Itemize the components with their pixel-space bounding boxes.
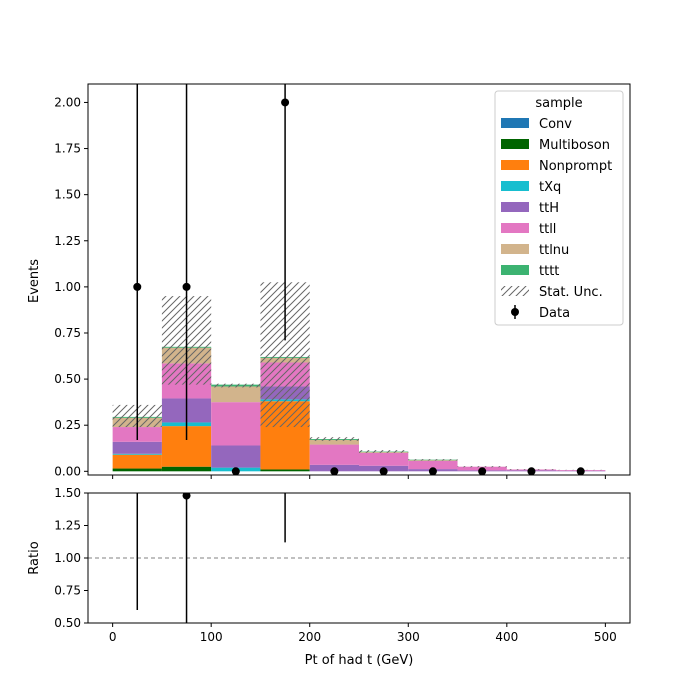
y-tick-label-6: 1.50 [54, 188, 81, 202]
y-tick-label-4: 1.00 [54, 280, 81, 294]
data-points [133, 84, 585, 475]
ratio-y-tick-label-2: 1.00 [54, 551, 81, 565]
legend-label-3: tXq [539, 180, 561, 195]
y-axis-label: Events [27, 259, 42, 303]
ratio-y-tick-label-4: 1.50 [54, 486, 81, 500]
y-tick-label-0: 0.00 [54, 464, 81, 478]
y-tick-label-1: 0.25 [54, 418, 81, 432]
legend-swatch-4 [501, 202, 529, 212]
data-point-1 [182, 282, 191, 291]
data-point-7 [478, 467, 487, 475]
bar-ttll-2 [211, 402, 261, 446]
data-point-2 [231, 467, 240, 475]
data-point-8 [527, 467, 536, 475]
x-axis-label: Pt of had t (GeV) [305, 653, 414, 668]
x-tick-label-3: 300 [397, 630, 420, 644]
ratio-y-tick-label-3: 1.25 [54, 519, 81, 533]
legend-title: sample [535, 96, 582, 111]
ratio-frame [87, 492, 631, 624]
ratio-point-1 [182, 493, 191, 500]
legend-label-7: tttt [539, 264, 559, 279]
x-tick-label-0: 0 [109, 630, 117, 644]
stat-unc-band-6 [408, 459, 458, 461]
bar-ttll-5 [359, 452, 409, 466]
legend-label-5: ttll [539, 222, 556, 237]
legend-swatch-7 [501, 265, 529, 275]
y-tick-label-2: 0.50 [54, 372, 81, 386]
legend-swatch-6 [501, 244, 529, 254]
ratio-plot-area: 0.50 0.75 1.00 1.25 1.50 0 100 200 300 400 500 [54, 486, 631, 644]
legend: sample Conv Multiboson Nonprompt tXq ttH ttll t… [494, 90, 624, 326]
legend-label-0: Conv [539, 117, 572, 132]
bar-nonprompt-0 [112, 454, 162, 469]
legend-swatch-2 [501, 160, 529, 170]
legend-swatch-5 [501, 223, 529, 233]
ratio-y-tick-label-1: 0.75 [54, 584, 81, 598]
bar-tth-2 [211, 445, 261, 468]
data-point-3 [281, 98, 290, 107]
x-tick-label-4: 400 [495, 630, 518, 644]
bar-ttll-4 [309, 444, 359, 465]
y-tick-label-7: 1.75 [54, 142, 81, 156]
x-tick-label-2: 200 [298, 630, 321, 644]
y-tick-label-8: 2.00 [54, 95, 81, 109]
main-plot-area: 0.00 0.25 0.50 0.75 1.00 1.25 1.50 1.75 2.00 [54, 83, 631, 479]
legend-label-stat-unc: Stat. Unc. [539, 285, 603, 300]
legend-label-6: ttlnu [539, 243, 569, 258]
legend-swatch-stat-unc [501, 286, 529, 296]
x-tick-label-1: 100 [200, 630, 223, 644]
ratio-content [88, 493, 630, 623]
legend-label-data: Data [539, 306, 570, 321]
bar-ttlnu-4 [309, 439, 359, 445]
stat-unc-band-5 [359, 450, 409, 453]
bar-txq-0 [112, 453, 162, 455]
y-tick-label-3: 0.75 [54, 326, 81, 340]
main-frame [87, 83, 631, 476]
data-point-9 [576, 467, 585, 475]
x-tick-label-5: 500 [594, 630, 617, 644]
bar-ttll-6 [408, 460, 458, 470]
stat-unc-band-2 [211, 383, 261, 388]
bar-multiboson-3 [260, 469, 310, 472]
data-point-0 [133, 282, 142, 291]
data-point-6 [428, 467, 437, 475]
data-point-4 [330, 467, 339, 475]
legend-swatch-0 [501, 118, 529, 128]
bar-ttlnu-2 [211, 386, 261, 403]
stat-unc-band-7 [457, 466, 507, 468]
legend-label-1: Multiboson [539, 138, 610, 153]
bar-multiboson-1 [161, 466, 212, 472]
bar-multiboson-0 [112, 468, 162, 472]
data-point-5 [379, 467, 388, 475]
ratio-y-tick-label-0: 0.50 [54, 616, 81, 630]
legend-label-4: ttH [539, 201, 559, 216]
ratio-y-axis-label: Ratio [27, 541, 42, 574]
bar-tth-0 [112, 441, 162, 454]
legend-swatch-1 [501, 139, 529, 149]
y-tick-label-5: 1.25 [54, 234, 81, 248]
stat-unc-band-4 [309, 437, 359, 441]
legend-label-2: Nonprompt [539, 159, 612, 174]
legend-swatch-3 [501, 181, 529, 191]
legend-data-marker [511, 308, 519, 316]
